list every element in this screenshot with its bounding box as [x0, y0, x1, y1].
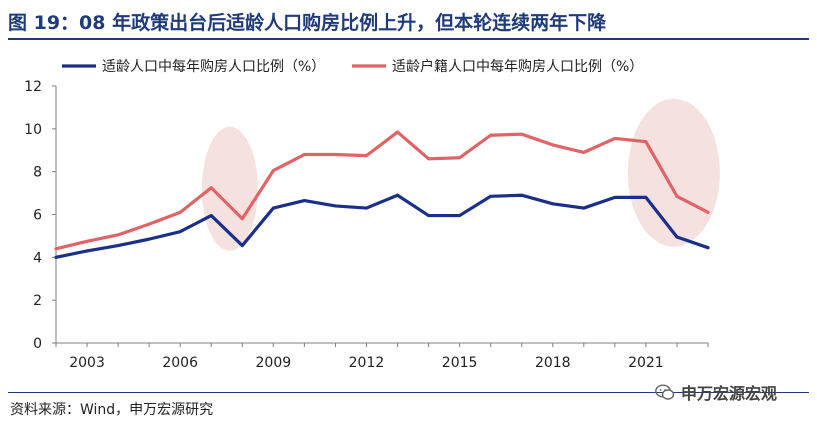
data-point: [116, 244, 120, 247]
data-point: [302, 153, 306, 156]
x-tick-label: 2018: [535, 355, 571, 371]
data-point: [458, 156, 462, 160]
legend-label: 适龄人口中每年购房人口比例（%）: [102, 59, 325, 75]
highlight-ellipse: [627, 98, 720, 247]
data-point: [365, 206, 368, 210]
series-line-1: [54, 193, 710, 259]
x-tick-label: 2012: [349, 355, 385, 371]
data-point: [302, 199, 306, 202]
y-tick-label: 8: [33, 165, 42, 181]
y-tick-label: 12: [24, 79, 42, 95]
y-tick-label: 2: [33, 293, 42, 309]
data-point: [334, 153, 337, 156]
watermark: 申万宏源宏观: [655, 380, 777, 404]
y-tick-label: 0: [33, 336, 42, 352]
data-point: [582, 150, 586, 154]
legend-label: 适龄户籍人口中每年购房人口比例（%）: [392, 58, 643, 75]
data-point: [147, 222, 151, 226]
y-tick-label: 4: [33, 250, 42, 266]
x-tick-label: 2006: [162, 355, 198, 371]
data-point: [706, 210, 710, 214]
data-point: [396, 193, 399, 197]
data-point: [116, 233, 120, 237]
data-point: [365, 154, 368, 158]
data-point: [85, 249, 89, 253]
data-point: [271, 169, 275, 172]
data-point: [551, 202, 555, 206]
data-point: [240, 217, 244, 221]
y-tick-label: 6: [33, 208, 42, 224]
data-point: [178, 230, 182, 234]
data-point: [147, 237, 151, 241]
data-point: [54, 247, 58, 251]
x-tick-label: 2021: [628, 355, 664, 371]
data-point: [675, 235, 679, 239]
x-tick-label: 2003: [69, 355, 105, 371]
data-point: [209, 186, 213, 190]
line-chart: 0 2 4 6 8 10 12 2003 2006 2009 2012 2015 2018 2021 适龄人…: [24, 58, 720, 371]
data-point: [427, 214, 430, 217]
x-tick-label: 2009: [256, 355, 292, 371]
title-divider: [8, 38, 809, 40]
source-divider: [8, 392, 809, 393]
data-point: [334, 204, 337, 208]
series-line-2: [54, 130, 710, 251]
data-point: [706, 246, 710, 250]
data-point: [644, 140, 648, 144]
data-point: [85, 239, 89, 243]
data-point: [54, 255, 58, 259]
data-point: [427, 157, 430, 161]
data-point: [489, 194, 493, 198]
data-point: [396, 130, 399, 134]
data-point: [178, 210, 182, 214]
data-point: [613, 137, 617, 140]
figure-title: 图 19：08 年政策出台后适龄人口购房比例上升，但本轮连续两年下降: [8, 12, 607, 34]
data-point: [520, 193, 524, 197]
wechat-icon: [655, 383, 675, 400]
data-point: [209, 214, 213, 217]
data-point: [240, 244, 244, 247]
data-point: [271, 206, 275, 210]
source-note: 资料来源：Wind，申万宏源研究: [10, 402, 214, 418]
data-point: [458, 214, 462, 217]
data-point: [613, 195, 617, 199]
data-point: [520, 132, 524, 136]
data-point: [582, 206, 586, 210]
y-tick-label: 10: [24, 122, 42, 138]
data-point: [489, 133, 493, 137]
watermark-text: 申万宏源宏观: [681, 384, 778, 403]
data-point: [644, 195, 648, 199]
x-tick-label: 2015: [442, 355, 478, 371]
data-point: [551, 143, 555, 147]
data-point: [675, 194, 679, 198]
